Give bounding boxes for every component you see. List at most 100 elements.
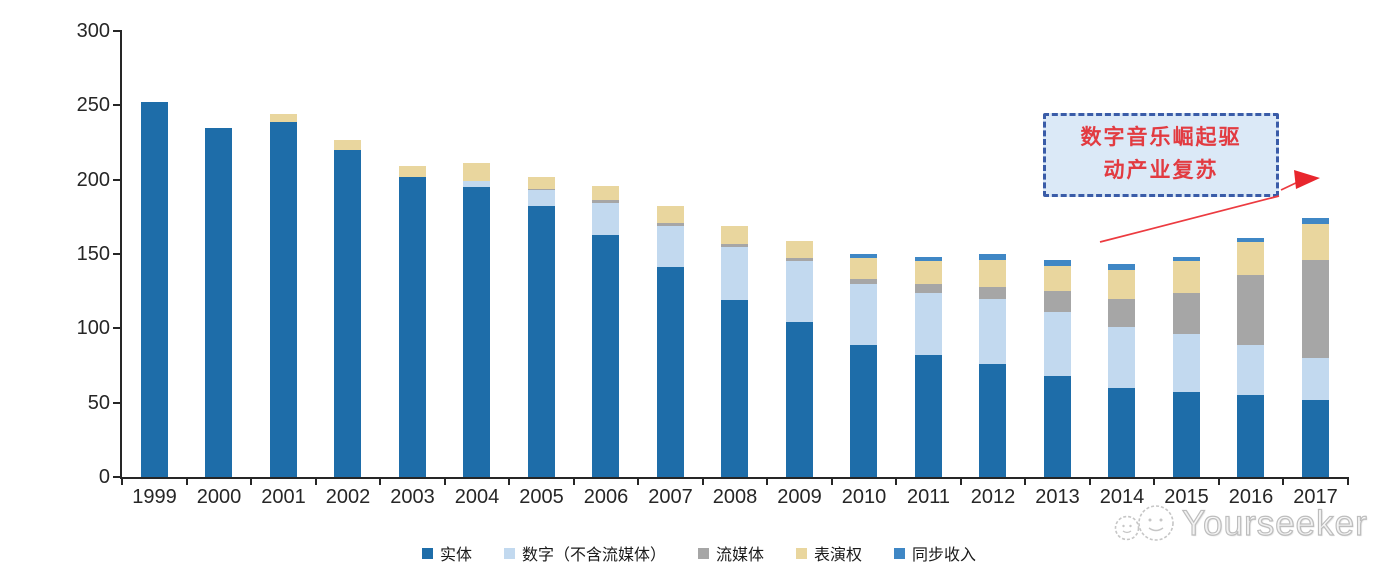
bar-2013-sync-revenue xyxy=(1043,259,1071,266)
legend-item-performance-rights: 表演权 xyxy=(796,541,862,565)
x-axis-tick xyxy=(1024,477,1026,485)
y-tick-label: 250 xyxy=(76,94,110,117)
bar-2010-digital-excl-streaming xyxy=(850,283,878,345)
bar-2008-digital-excl-streaming xyxy=(721,246,749,301)
bar-2009-performance-rights xyxy=(785,240,813,259)
yourseeker-logo-icon xyxy=(1114,505,1174,541)
bar-2006-physical xyxy=(592,234,620,477)
bar-2005-digital-excl-streaming xyxy=(527,190,555,207)
bar-2016-physical xyxy=(1237,395,1265,477)
bar-2005-physical xyxy=(527,206,555,477)
legend-label-physical: 实体 xyxy=(439,547,472,564)
annotation-text-line1: 数字音乐崛起驱 xyxy=(1080,126,1242,150)
legend-swatch-digital-excl-streaming xyxy=(503,547,515,559)
x-tick-label-2000: 2000 xyxy=(196,486,242,508)
bar-2002-physical xyxy=(334,149,362,477)
legend-swatch-performance-rights xyxy=(796,547,807,559)
bar-2017-sync-revenue xyxy=(1301,218,1329,225)
bar-2010-streaming xyxy=(850,279,878,284)
chart-legend: 实体 数字（不含流媒体） 流媒体 表演权 同步收入 xyxy=(0,541,1398,565)
bar-2011-sync-revenue xyxy=(914,256,942,262)
legend-label-digital-excl-streaming: 数字（不含流媒体） xyxy=(521,547,666,564)
x-axis-tick xyxy=(895,477,897,485)
x-axis-tick xyxy=(701,477,704,485)
bar-2005-performance-rights xyxy=(527,176,555,189)
bar-2002-performance-rights xyxy=(334,139,362,150)
bar-2015-physical xyxy=(1172,392,1200,477)
x-axis-tick xyxy=(121,477,123,485)
bar-2006-digital-excl-streaming xyxy=(592,203,620,235)
bar-2009-digital-excl-streaming xyxy=(785,261,813,323)
bar-2015-performance-rights xyxy=(1172,261,1200,293)
x-tick-label-2013: 2013 xyxy=(1035,486,1080,508)
bar-2017-digital-excl-streaming xyxy=(1301,358,1329,400)
y-axis-tick xyxy=(113,401,122,404)
y-tick-label: 50 xyxy=(87,391,110,414)
bar-2003-physical xyxy=(398,176,426,477)
bar-2012-physical xyxy=(979,364,1007,477)
bar-2006-streaming xyxy=(592,200,620,204)
x-tick-label-2012: 2012 xyxy=(970,486,1016,508)
x-tick-label-2011: 2011 xyxy=(906,486,950,508)
bar-2014-performance-rights xyxy=(1108,270,1136,299)
x-tick-label-2014: 2014 xyxy=(1099,486,1145,508)
bar-2011-physical xyxy=(914,355,942,477)
bar-2011-digital-excl-streaming xyxy=(914,292,942,356)
y-axis-tick xyxy=(113,178,122,181)
bar-2008-streaming xyxy=(721,243,749,247)
x-tick-label-2008: 2008 xyxy=(712,486,758,508)
y-axis-tick xyxy=(113,327,122,330)
x-axis-line xyxy=(120,477,1349,479)
watermark-text: Yourseeker xyxy=(1181,503,1368,543)
bar-2012-streaming xyxy=(979,286,1007,299)
bar-2008-physical xyxy=(721,300,749,477)
bar-2005-streaming xyxy=(527,188,555,191)
x-tick-label-2006: 2006 xyxy=(583,486,629,508)
bar-2012-digital-excl-streaming xyxy=(979,298,1007,364)
bar-2014-sync-revenue xyxy=(1108,264,1136,271)
x-tick-label-2016: 2016 xyxy=(1228,486,1274,508)
x-tick-label-2009: 2009 xyxy=(777,486,822,508)
y-tick-label: 150 xyxy=(76,243,110,265)
bar-2010-performance-rights xyxy=(850,258,878,280)
x-tick-label-2017: 2017 xyxy=(1293,486,1338,508)
bar-2003-performance-rights xyxy=(398,166,426,177)
x-tick-label-2005: 2005 xyxy=(519,486,564,508)
bar-2013-streaming xyxy=(1043,291,1071,312)
x-axis-tick xyxy=(185,477,188,485)
y-axis-tick xyxy=(113,30,122,32)
bar-2001-performance-rights xyxy=(269,114,297,122)
legend-item-digital-excl-streaming: 数字（不含流媒体） xyxy=(503,541,666,565)
x-axis-tick xyxy=(830,477,833,485)
x-axis-tick xyxy=(379,477,381,485)
legend-item-streaming: 流媒体 xyxy=(697,541,764,565)
x-axis-tick xyxy=(314,477,317,485)
bar-2017-physical xyxy=(1301,399,1329,477)
bar-2010-physical xyxy=(850,344,878,477)
bar-2009-physical xyxy=(785,322,813,477)
bar-2009-streaming xyxy=(785,258,813,262)
bar-2004-digital-excl-streaming xyxy=(463,181,491,188)
bar-1999-physical xyxy=(140,102,168,477)
legend-swatch-physical xyxy=(421,547,433,559)
bar-2012-performance-rights xyxy=(979,259,1007,287)
x-axis-tick xyxy=(959,477,962,485)
bar-2007-digital-excl-streaming xyxy=(656,225,684,268)
x-axis-tick xyxy=(1346,477,1349,485)
x-tick-label-2003: 2003 xyxy=(390,486,435,508)
x-tick-label-2015: 2015 xyxy=(1164,486,1209,508)
bar-2000-physical xyxy=(205,127,233,477)
bar-2012-sync-revenue xyxy=(979,254,1007,260)
bar-2006-performance-rights xyxy=(592,185,620,201)
x-axis-tick xyxy=(443,477,446,485)
x-axis-tick xyxy=(508,477,510,485)
bar-2013-digital-excl-streaming xyxy=(1043,311,1071,376)
x-axis-tick xyxy=(572,477,575,485)
y-tick-label: 200 xyxy=(76,168,110,191)
bar-2011-streaming xyxy=(914,283,942,293)
legend-swatch-sync-revenue xyxy=(894,547,906,559)
bar-2008-performance-rights xyxy=(721,225,749,244)
bar-2014-physical xyxy=(1108,387,1136,477)
legend-item-physical: 实体 xyxy=(421,541,472,565)
x-tick-label-2007: 2007 xyxy=(648,486,693,508)
